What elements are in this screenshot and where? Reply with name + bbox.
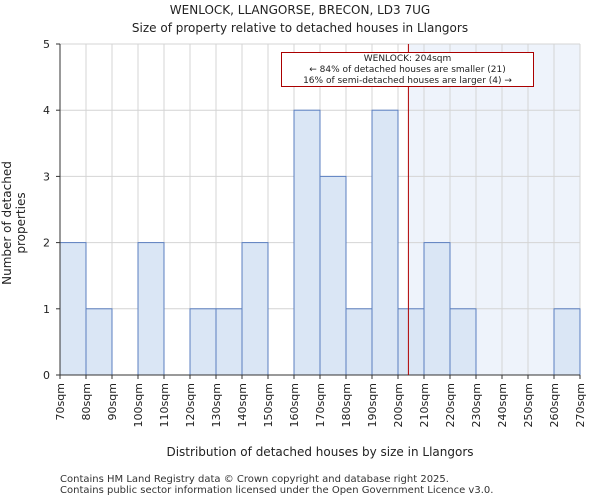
annotation-box: WENLOCK: 204sqm ← 84% of detached houses…: [281, 52, 534, 87]
histogram-bar: [85, 308, 113, 376]
y-tick-label: 0: [43, 369, 50, 382]
histogram-bar: [345, 308, 373, 376]
x-axis-label: Distribution of detached houses by size …: [166, 445, 474, 459]
x-tick-label: 260sqm: [548, 383, 561, 427]
histogram-bar: [371, 109, 399, 376]
x-tick-label: 140sqm: [236, 383, 249, 427]
histogram-bar: [553, 308, 581, 376]
histogram-bar: [189, 308, 217, 376]
x-tick-label: 150sqm: [262, 383, 275, 427]
x-tick-label: 130sqm: [210, 383, 223, 427]
chart-title: WENLOCK, LLANGORSE, BRECON, LD3 7UG: [169, 3, 431, 17]
x-tick-label: 110sqm: [158, 383, 171, 427]
y-tick-label: 4: [43, 104, 50, 117]
x-tick-label: 250sqm: [522, 383, 535, 427]
histogram-bar: [59, 242, 87, 376]
footer-line-1: Contains HM Land Registry data © Crown c…: [60, 474, 449, 485]
x-tick-label: 270sqm: [574, 383, 587, 427]
x-tick-label: 120sqm: [184, 383, 197, 427]
y-tick-label: 1: [43, 303, 50, 316]
histogram-bar: [241, 242, 269, 376]
y-tick-label: 3: [43, 170, 50, 183]
x-tick-label: 80sqm: [80, 383, 93, 420]
x-tick-label: 160sqm: [288, 383, 301, 427]
x-tick-label: 100sqm: [132, 383, 145, 427]
x-tick-label: 200sqm: [392, 383, 405, 427]
histogram-bar: [137, 242, 165, 376]
x-tick-label: 70sqm: [54, 383, 67, 420]
histogram-bar: [423, 242, 451, 376]
x-tick-label: 210sqm: [418, 383, 431, 427]
histogram-bar: [397, 308, 425, 376]
annotation-line-1: WENLOCK: 204sqm: [363, 54, 452, 64]
x-tick-label: 220sqm: [444, 383, 457, 427]
annotation-line-3: 16% of semi-detached houses are larger (…: [303, 76, 512, 86]
x-tick-label: 170sqm: [314, 383, 327, 427]
x-tick-label: 240sqm: [496, 383, 509, 427]
histogram-bar: [215, 308, 243, 376]
histogram-bar: [293, 109, 321, 376]
histogram-bar: [319, 175, 347, 376]
x-tick-label: 90sqm: [106, 383, 119, 420]
chart-subtitle: Size of property relative to detached ho…: [131, 21, 469, 35]
y-tick-label: 2: [43, 237, 50, 250]
y-axis-label: Number of detached properties: [0, 161, 28, 285]
histogram-bar: [449, 308, 477, 376]
x-tick-label: 180sqm: [340, 383, 353, 427]
y-tick-label: 5: [43, 38, 50, 51]
annotation-line-2: ← 84% of detached houses are smaller (21…: [309, 65, 506, 75]
footer-line-2: Contains public sector information licen…: [60, 485, 494, 496]
x-tick-label: 230sqm: [470, 383, 483, 427]
x-tick-label: 190sqm: [366, 383, 379, 427]
